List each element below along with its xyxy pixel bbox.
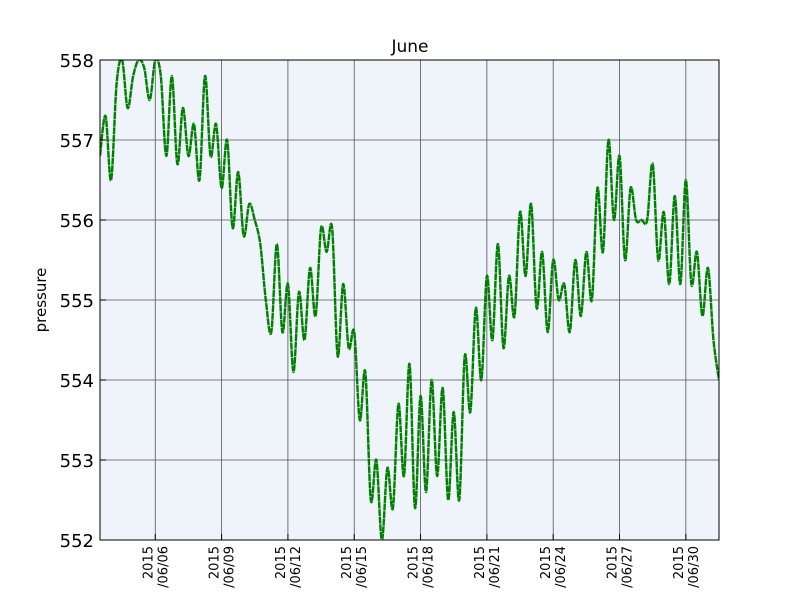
x-tick-label-year: 2015	[606, 546, 621, 579]
x-tick-label-date: /06/09	[223, 546, 238, 588]
pressure-series-line	[100, 60, 719, 540]
x-tick-label: 2015/06/27	[606, 546, 636, 588]
y-tick-label: 556	[60, 211, 94, 232]
x-tick-label: 2015/06/24	[539, 546, 569, 588]
x-tick-label: 2015/06/09	[208, 546, 238, 588]
x-tick-label: 2015/06/21	[473, 546, 503, 588]
y-axis-label: pressure	[32, 268, 50, 333]
x-tick-label-date: /06/18	[422, 546, 437, 588]
x-tick-label: 2015/06/06	[141, 546, 171, 588]
x-tick-label-date: /06/06	[156, 546, 171, 588]
x-tick-label: 2015/06/15	[340, 546, 370, 588]
x-tick-label-year: 2015	[672, 546, 687, 579]
y-tick-label: 557	[60, 131, 94, 152]
grid-lines	[100, 60, 719, 540]
x-tick-label-year: 2015	[473, 546, 488, 579]
y-axis-ticks: 552 553 554 555 556 557 558	[60, 51, 106, 552]
x-tick-label-year: 2015	[539, 546, 554, 579]
x-tick-label: 2015/06/12	[274, 546, 304, 588]
x-tick-label-year: 2015	[274, 546, 289, 579]
x-tick-label-date: /06/12	[289, 546, 304, 588]
x-axis-ticks: 2015/06/06 2015/06/09 2015/06/12 2015/06/15…	[141, 534, 702, 588]
chart-title: June	[390, 37, 428, 57]
y-tick-label: 555	[60, 291, 94, 312]
x-tick-label-year: 2015	[340, 546, 355, 579]
x-tick-label-date: /06/24	[554, 546, 569, 588]
x-tick-label-year: 2015	[208, 546, 223, 579]
y-tick-label: 558	[60, 51, 94, 72]
x-tick-label-date: /06/15	[355, 546, 370, 588]
y-tick-label: 554	[60, 371, 94, 392]
x-tick-label-date: /06/30	[687, 546, 702, 588]
y-tick-label: 553	[60, 451, 94, 472]
x-tick-label-date: /06/27	[621, 546, 636, 588]
y-tick-label: 552	[60, 531, 94, 552]
x-tick-label: 2015/06/18	[407, 546, 437, 588]
x-tick-label-date: /06/21	[488, 546, 503, 588]
x-tick-label: 2015/06/30	[672, 546, 702, 588]
x-tick-label-year: 2015	[141, 546, 156, 579]
x-tick-label-year: 2015	[407, 546, 422, 579]
